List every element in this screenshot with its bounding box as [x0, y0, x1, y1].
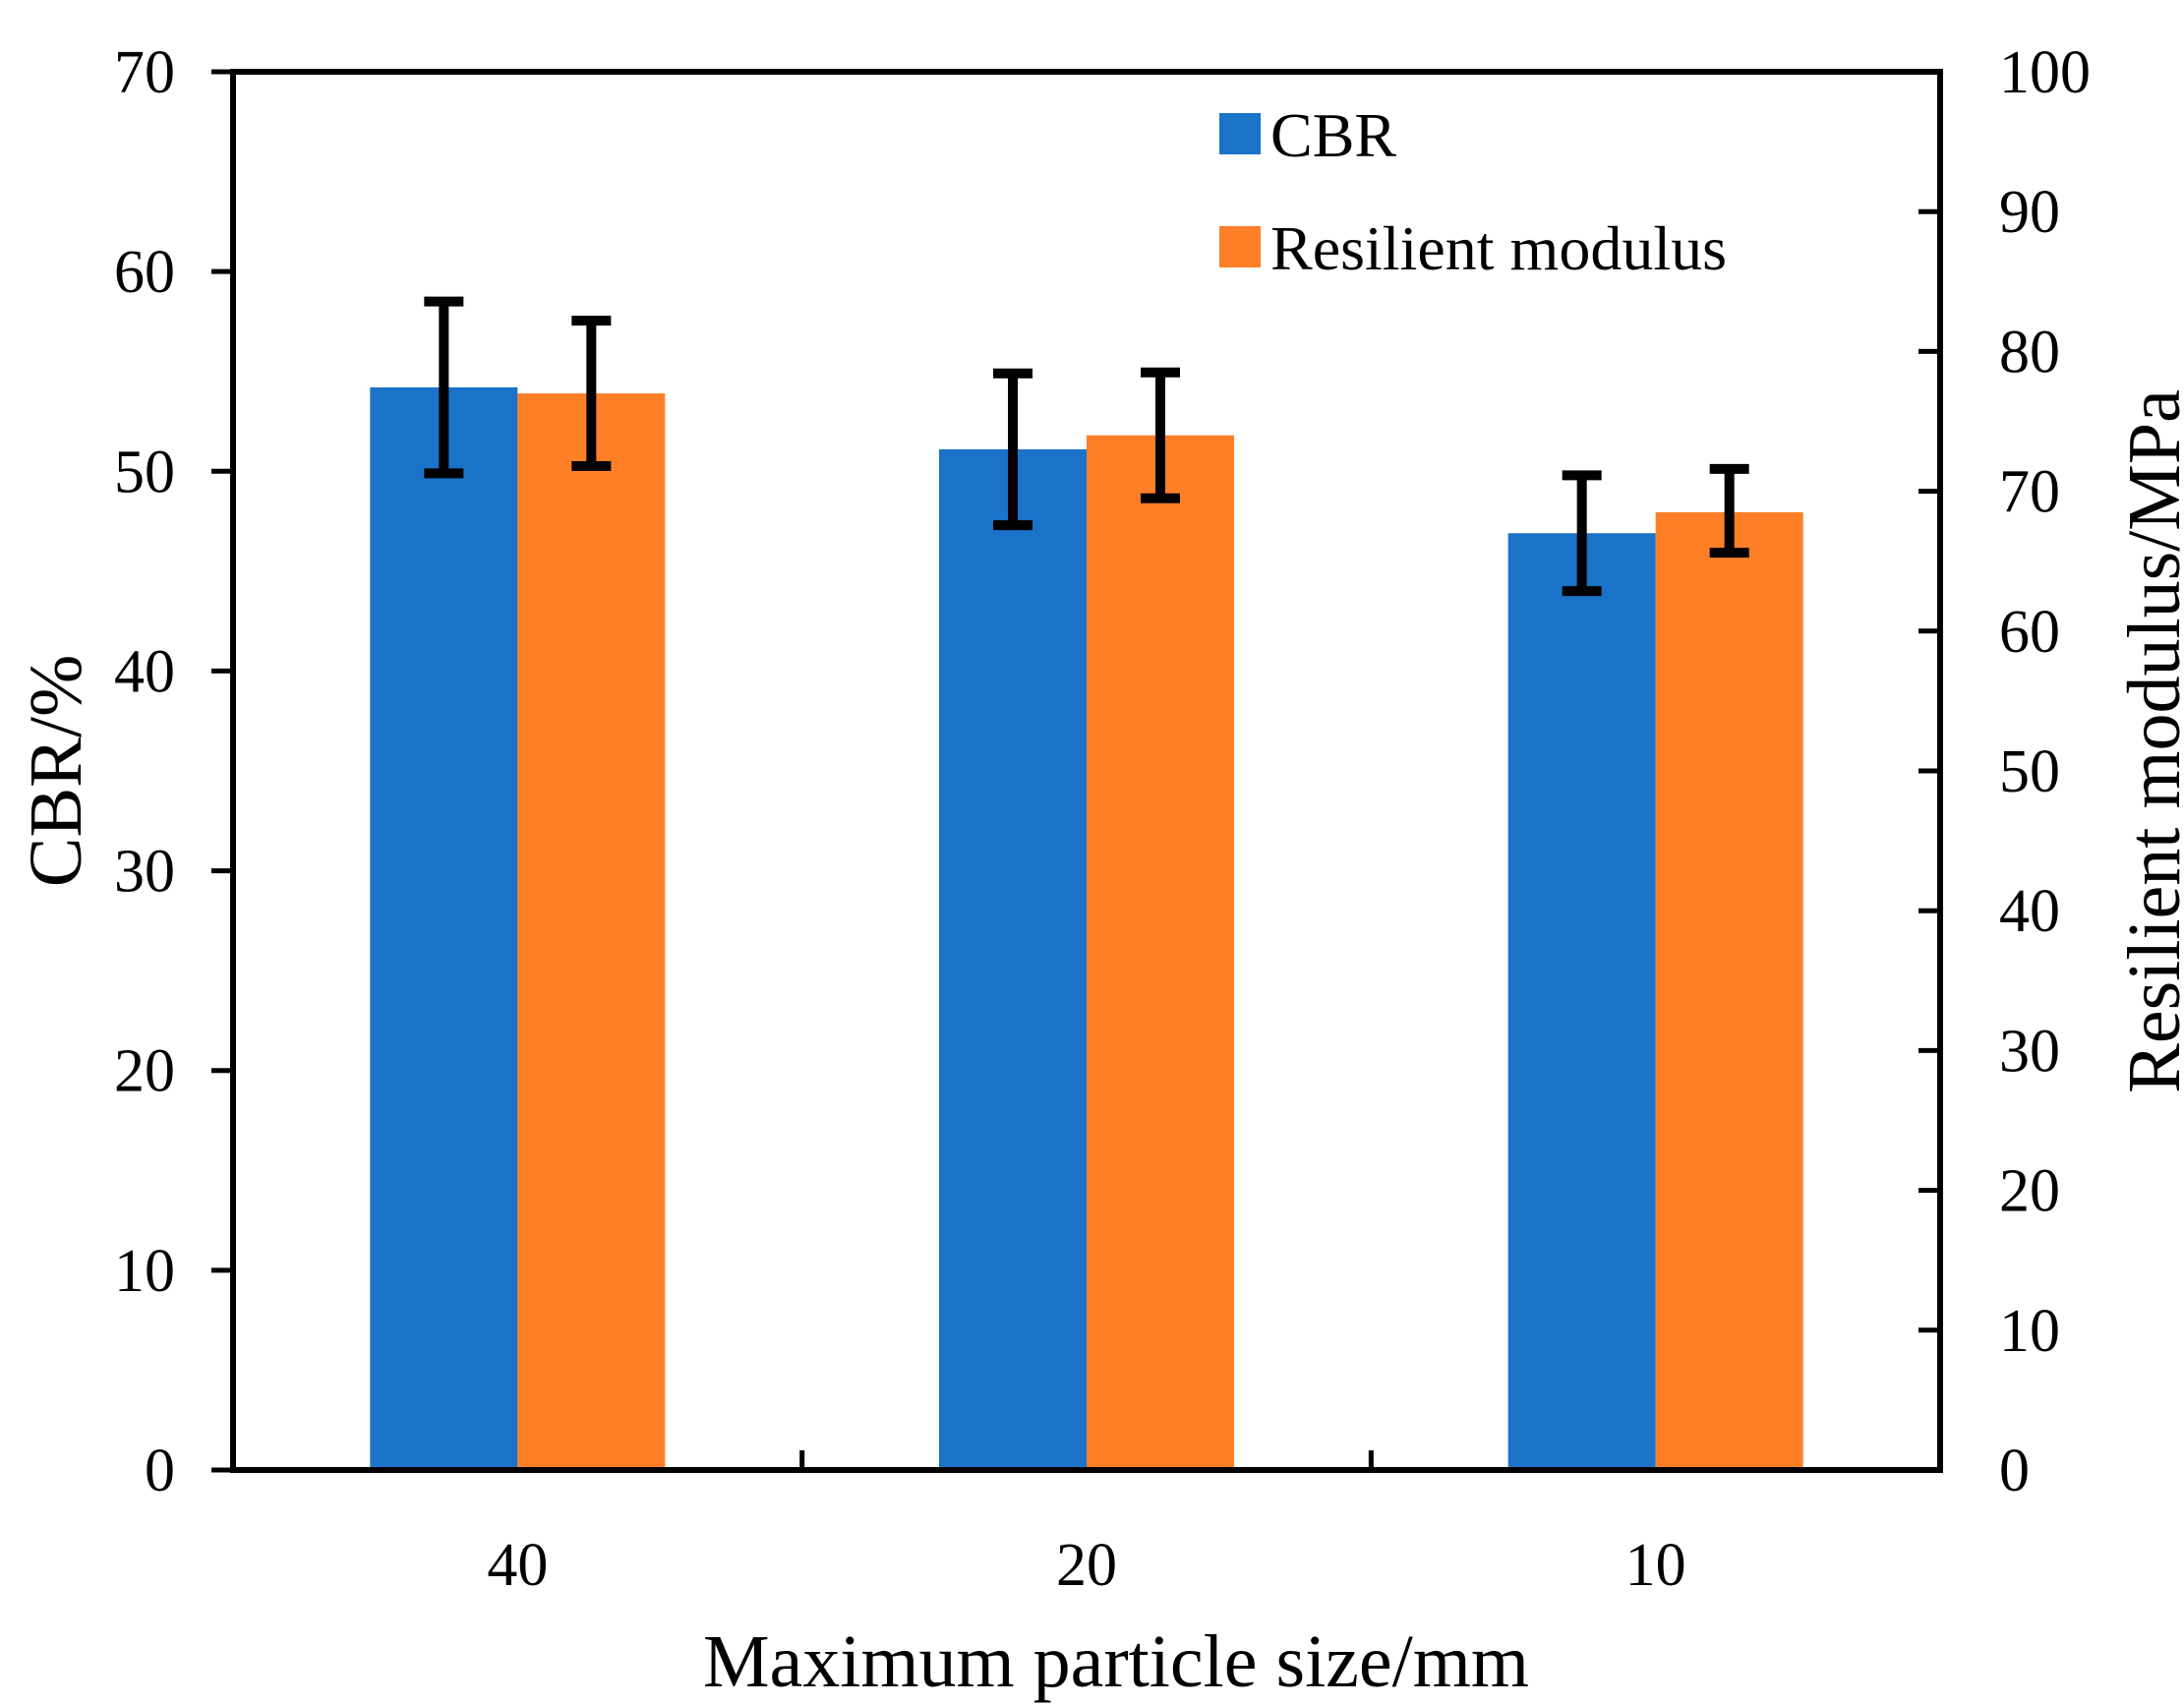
x-tick-label: 10 — [1625, 1532, 1686, 1599]
y2-tick-label: 10 — [1999, 1298, 2060, 1365]
bar-resilient-modulus-40 — [517, 393, 666, 1470]
error-bar-resilient-modulus-40 — [571, 316, 612, 472]
y-tick-label: 20 — [114, 1038, 175, 1105]
error-bars-layer — [424, 296, 1749, 597]
error-bar-cbr-40 — [424, 296, 464, 479]
y-tick-label: 30 — [114, 839, 175, 906]
bar-resilient-modulus-20 — [1087, 435, 1234, 1471]
y2-tick-label: 100 — [1999, 39, 2091, 106]
error-bar-resilient-modulus-20 — [1141, 367, 1180, 503]
axes-layer: 40 20 100102030405060700102030405060708090… — [114, 39, 2091, 1599]
y-tick-label: 40 — [114, 638, 175, 705]
y2-tick-label: 50 — [1999, 738, 2060, 805]
bars-layer — [370, 386, 1803, 1471]
y2-tick-label: 80 — [1999, 319, 2060, 385]
error-bar-cbr-10 — [1562, 470, 1602, 597]
legend-swatch-cbr — [1219, 113, 1261, 154]
bar-cbr-40 — [370, 386, 518, 1471]
y2-tick-label: 0 — [1999, 1438, 2030, 1504]
y-axis-title: CBR/% — [15, 655, 97, 888]
y-tick-label: 0 — [145, 1438, 175, 1504]
y2-axis-title: Resilient modulus/MPa — [2113, 389, 2184, 1093]
legend-swatch-resilient-modulus — [1219, 226, 1261, 267]
bar-resilient-modulus-10 — [1655, 511, 1803, 1470]
error-bar-cbr-20 — [993, 368, 1033, 531]
y2-tick-label: 90 — [1999, 179, 2060, 246]
legend: CBR Resilient modulus — [1219, 100, 1727, 283]
x-tick-label: 40 — [487, 1532, 548, 1599]
legend-label-resilient-modulus: Resilient modulus — [1270, 213, 1727, 283]
y2-tick-label: 40 — [1999, 878, 2060, 945]
legend-label-cbr: CBR — [1270, 100, 1396, 170]
y-tick-label: 60 — [114, 239, 175, 306]
x-axis-title: Maximum particle size/mm — [703, 1620, 1529, 1703]
y2-tick-label: 70 — [1999, 459, 2060, 526]
y-tick-label: 70 — [114, 39, 175, 106]
y2-tick-label: 20 — [1999, 1158, 2060, 1225]
y-tick-label: 10 — [114, 1238, 175, 1305]
y2-tick-label: 60 — [1999, 599, 2060, 666]
y-tick-label: 50 — [114, 439, 175, 505]
x-tick-label: 20 — [1056, 1532, 1117, 1599]
error-bar-resilient-modulus-10 — [1709, 463, 1749, 559]
bar-cbr-10 — [1507, 533, 1656, 1470]
bar-cbr-20 — [939, 448, 1087, 1471]
y2-tick-label: 30 — [1999, 1018, 2060, 1085]
